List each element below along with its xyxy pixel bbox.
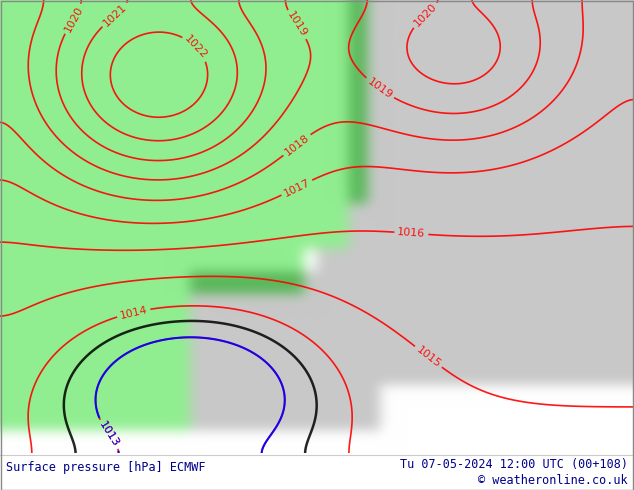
Text: 1014: 1014 (119, 304, 148, 320)
Text: Tu 07-05-2024 12:00 UTC (00+108): Tu 07-05-2024 12:00 UTC (00+108) (399, 458, 628, 471)
Text: 1021: 1021 (101, 2, 129, 28)
Text: 1019: 1019 (365, 76, 394, 101)
Text: 1022: 1022 (183, 34, 210, 61)
Text: Surface pressure [hPa] ECMWF: Surface pressure [hPa] ECMWF (6, 462, 206, 474)
Text: 1019: 1019 (285, 10, 309, 39)
Text: 1013: 1013 (98, 420, 121, 449)
Text: 1017: 1017 (282, 177, 312, 198)
Text: 1020: 1020 (62, 4, 85, 34)
Text: 1018: 1018 (283, 132, 311, 157)
Text: 1016: 1016 (397, 227, 425, 239)
Text: 1013: 1013 (98, 420, 121, 449)
Text: © weatheronline.co.uk: © weatheronline.co.uk (478, 474, 628, 488)
Text: 1015: 1015 (414, 344, 443, 369)
Text: 1020: 1020 (412, 1, 439, 29)
